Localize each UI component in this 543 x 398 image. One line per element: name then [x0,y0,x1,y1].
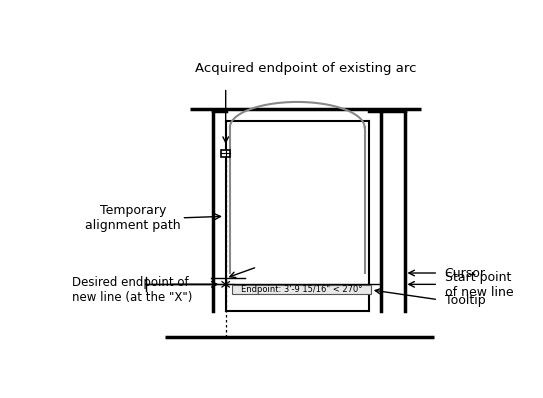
Text: Desired endpoint of
new line (at the "X"): Desired endpoint of new line (at the "X"… [72,276,192,304]
Text: Acquired endpoint of existing arc: Acquired endpoint of existing arc [195,62,416,74]
Text: Tooltip: Tooltip [445,294,485,307]
Bar [232,285,371,295]
Text: Endpoint: 3'-9 15/16" < 270°: Endpoint: 3'-9 15/16" < 270° [241,285,362,295]
Text: Start point
of new line: Start point of new line [445,271,513,299]
Bar [221,150,230,157]
Text: Cursor: Cursor [445,267,485,279]
Text: Temporary
alignment path: Temporary alignment path [85,204,181,232]
